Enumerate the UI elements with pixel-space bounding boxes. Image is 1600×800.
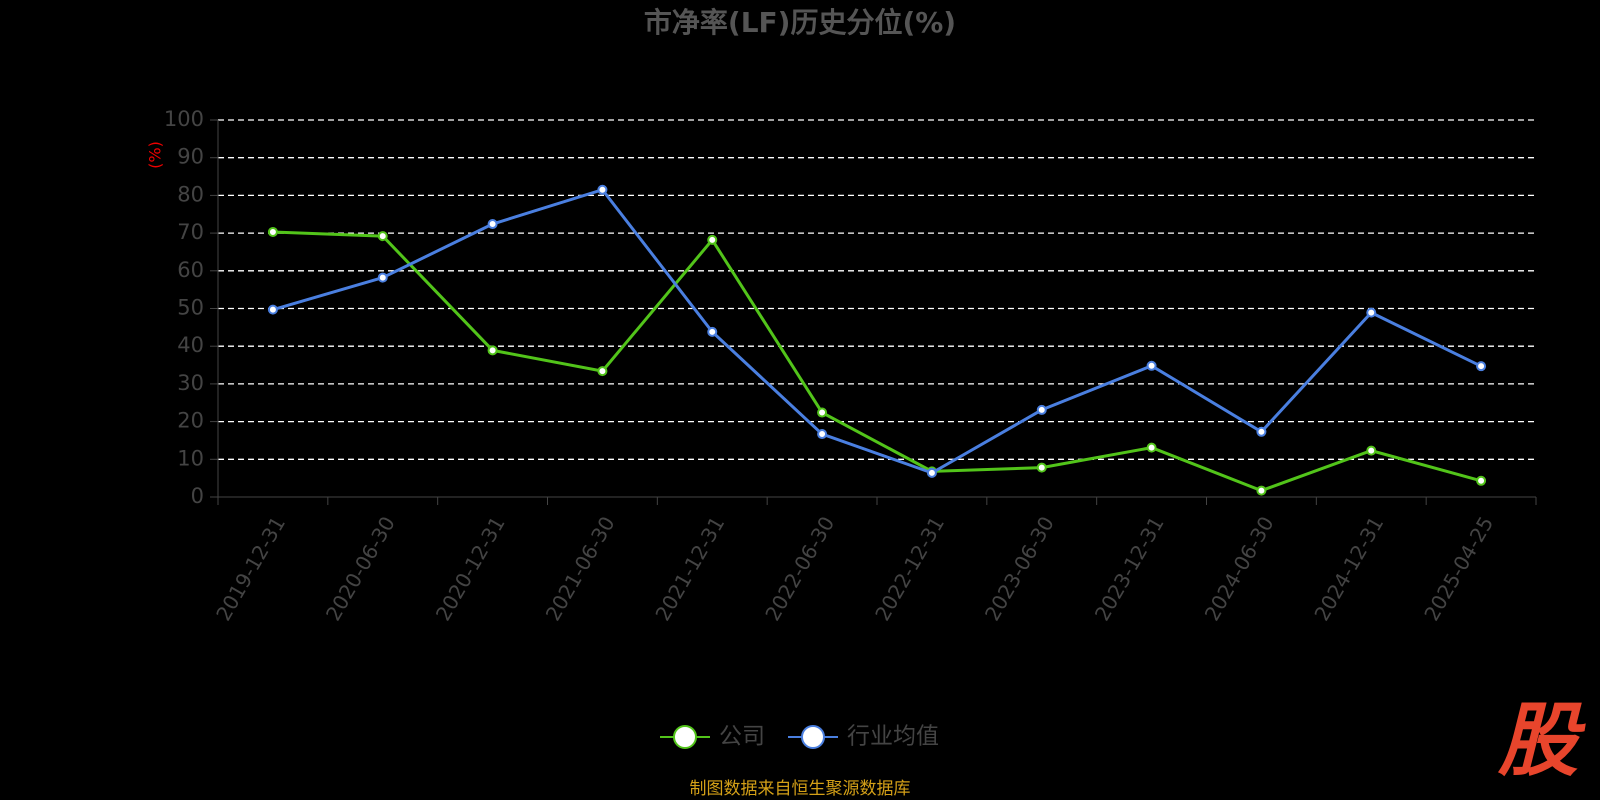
data-point xyxy=(817,407,828,418)
data-point xyxy=(1146,442,1157,453)
y-axis-label: (%) xyxy=(146,141,165,169)
x-tick-label: 2022-06-30 xyxy=(760,512,839,625)
logo: 股 xyxy=(1497,694,1586,787)
data-point xyxy=(707,326,718,337)
x-tick-label: 2020-12-31 xyxy=(431,512,510,625)
y-tick-label: 20 xyxy=(177,409,204,433)
data-point xyxy=(377,231,388,242)
data-point xyxy=(267,226,278,237)
x-tick-label: 2021-12-31 xyxy=(650,512,729,625)
y-tick-label: 60 xyxy=(177,258,204,282)
y-tick-label: 40 xyxy=(177,333,204,357)
x-tick-label: 2024-06-30 xyxy=(1200,512,1279,625)
chart-title: 市净率(LF)历史分位(%) xyxy=(644,6,956,39)
data-point xyxy=(817,429,828,440)
y-tick-label: 80 xyxy=(177,182,204,206)
data-point xyxy=(597,366,608,377)
x-tick-label: 2021-06-30 xyxy=(541,512,620,625)
data-point xyxy=(926,467,937,478)
data-point xyxy=(707,234,718,245)
data-point xyxy=(1476,361,1487,372)
legend-marker xyxy=(801,725,825,749)
data-point xyxy=(1146,360,1157,371)
legend-marker xyxy=(673,725,697,749)
y-tick-label: 100 xyxy=(164,107,204,131)
data-point xyxy=(597,184,608,195)
data-point xyxy=(1366,445,1377,456)
x-tick-label: 2023-06-30 xyxy=(980,512,1059,625)
series-line xyxy=(272,230,1482,493)
data-point xyxy=(1256,485,1267,496)
x-tick-label: 2022-12-31 xyxy=(870,512,949,625)
y-tick-label: 10 xyxy=(177,446,204,470)
series-line xyxy=(272,188,1482,475)
x-tick-label: 2023-12-31 xyxy=(1090,512,1169,625)
x-tick-label: 2024-12-31 xyxy=(1309,512,1388,625)
data-point xyxy=(267,304,278,315)
x-tick-label: 2020-06-30 xyxy=(321,512,400,625)
y-tick-label: 0 xyxy=(191,484,204,508)
x-tick-label: 2019-12-31 xyxy=(211,512,290,625)
y-tick-label: 70 xyxy=(177,220,204,244)
data-point xyxy=(487,219,498,230)
source-note: 制图数据来自恒生聚源数据库 xyxy=(690,779,911,799)
data-point xyxy=(1036,404,1047,415)
data-point xyxy=(1476,475,1487,486)
data-point xyxy=(487,345,498,356)
y-tick-label: 90 xyxy=(177,145,204,169)
data-point xyxy=(1036,462,1047,473)
data-point xyxy=(1256,426,1267,437)
data-point xyxy=(1366,307,1377,318)
y-tick-label: 30 xyxy=(177,371,204,395)
data-point xyxy=(377,272,388,283)
legend-label: 公司 xyxy=(719,724,765,750)
y-tick-label: 50 xyxy=(177,296,204,320)
legend-label: 行业均值 xyxy=(847,724,939,750)
x-tick-label: 2025-04-25 xyxy=(1419,512,1498,625)
